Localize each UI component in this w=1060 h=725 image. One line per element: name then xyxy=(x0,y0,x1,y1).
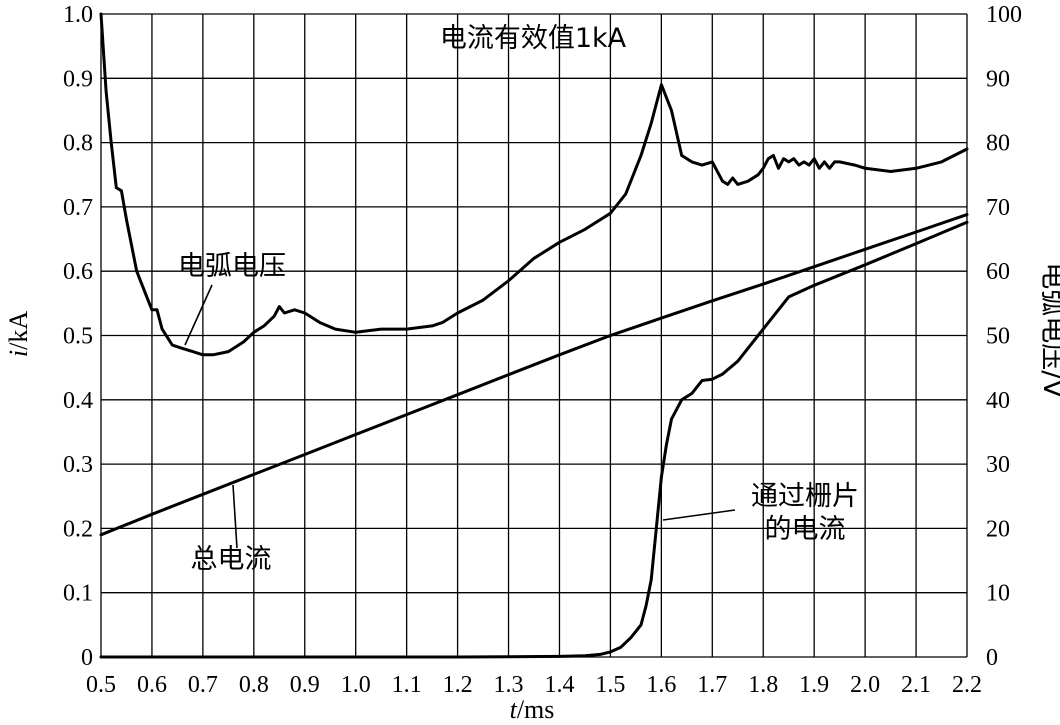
y2-tick-label: 40 xyxy=(986,388,1010,414)
y-tick-label: 0 xyxy=(81,645,93,671)
chart-title: 电流有效值1kA xyxy=(440,23,627,54)
y-tick-label: 0.4 xyxy=(63,388,93,414)
y-tick-label: 0.7 xyxy=(63,195,93,221)
annotation-arc-voltage: 电弧电压 xyxy=(178,251,286,282)
y-tick-label: 0.9 xyxy=(63,66,93,92)
x-tick-label: 2.0 xyxy=(850,672,880,698)
y2-tick-label: 80 xyxy=(986,131,1010,157)
leader-total-current xyxy=(232,484,238,549)
x-tick-label: 1.8 xyxy=(748,672,778,698)
y2-tick-label: 10 xyxy=(986,581,1010,607)
y2-tick-label: 0 xyxy=(986,645,998,671)
y2-tick-label: 50 xyxy=(986,324,1010,350)
leader-arc-voltage xyxy=(184,284,213,346)
x-tick-label: 0.9 xyxy=(290,672,320,698)
x-tick-label: 1.7 xyxy=(697,672,727,698)
y2-tick-label: 20 xyxy=(986,516,1010,542)
x-tick-label: 1.3 xyxy=(494,672,524,698)
x-tick-label: 0.6 xyxy=(137,672,167,698)
y2-tick-label: 70 xyxy=(986,195,1010,221)
x-tick-label: 1.5 xyxy=(595,672,625,698)
series-line-total-current xyxy=(99,213,969,537)
x-tick-label: 2.1 xyxy=(901,672,931,698)
x-tick-label: 0.5 xyxy=(86,672,116,698)
x-tick-label: 1.2 xyxy=(443,672,473,698)
series-line-arc-voltage xyxy=(99,12,969,357)
leader-grid-current xyxy=(662,509,736,521)
x-axis-title-var: t xyxy=(510,695,518,724)
annotation-grid-current-line1: 通过栅片 xyxy=(751,481,859,512)
series-line-grid-current xyxy=(99,220,969,659)
y2-tick-label: 30 xyxy=(986,452,1010,478)
x-tick-label: 0.7 xyxy=(188,672,218,698)
x-tick-label: 1.1 xyxy=(392,672,422,698)
series-lines xyxy=(99,12,969,659)
x-tick-label: 0.8 xyxy=(239,672,269,698)
y2-tick-label: 100 xyxy=(986,2,1022,28)
x-tick-label: 2.2 xyxy=(952,672,982,698)
y-tick-label: 1.0 xyxy=(63,2,93,28)
y-axis-title-unit: /kA xyxy=(4,311,33,350)
y2-tick-label: 60 xyxy=(986,259,1010,285)
y-tick-label: 0.6 xyxy=(63,259,93,285)
y-tick-label: 0.2 xyxy=(63,516,93,542)
x-axis-title-unit: /ms xyxy=(517,695,555,724)
x-axis-title: t/ms xyxy=(510,695,555,724)
x-tick-label: 1.6 xyxy=(646,672,676,698)
x-tick-label: 1.9 xyxy=(799,672,829,698)
y-axis-title-var: i xyxy=(4,350,33,357)
y-tick-label: 0.1 xyxy=(63,581,93,607)
annotation-grid-current-line2: 的电流 xyxy=(765,514,846,545)
grid xyxy=(100,13,968,658)
y2-axis-title: 电弧电压/V xyxy=(1037,262,1060,398)
tick-labels: 0.5 0.6 0.7 0.8 0.9 1.0 1.1 1.2 1.3 1.4 1.5 1.6 1.7 1… xyxy=(63,2,1022,698)
y-axis-title: i/kA xyxy=(4,311,33,357)
x-tick-label: 1.4 xyxy=(544,672,574,698)
annotation-total-current: 总电流 xyxy=(191,544,272,575)
y2-tick-label: 90 xyxy=(986,66,1010,92)
y-tick-label: 0.3 xyxy=(63,452,93,478)
y-tick-label: 0.5 xyxy=(63,324,93,350)
x-tick-label: 1.0 xyxy=(341,672,371,698)
y-tick-label: 0.8 xyxy=(63,131,93,157)
